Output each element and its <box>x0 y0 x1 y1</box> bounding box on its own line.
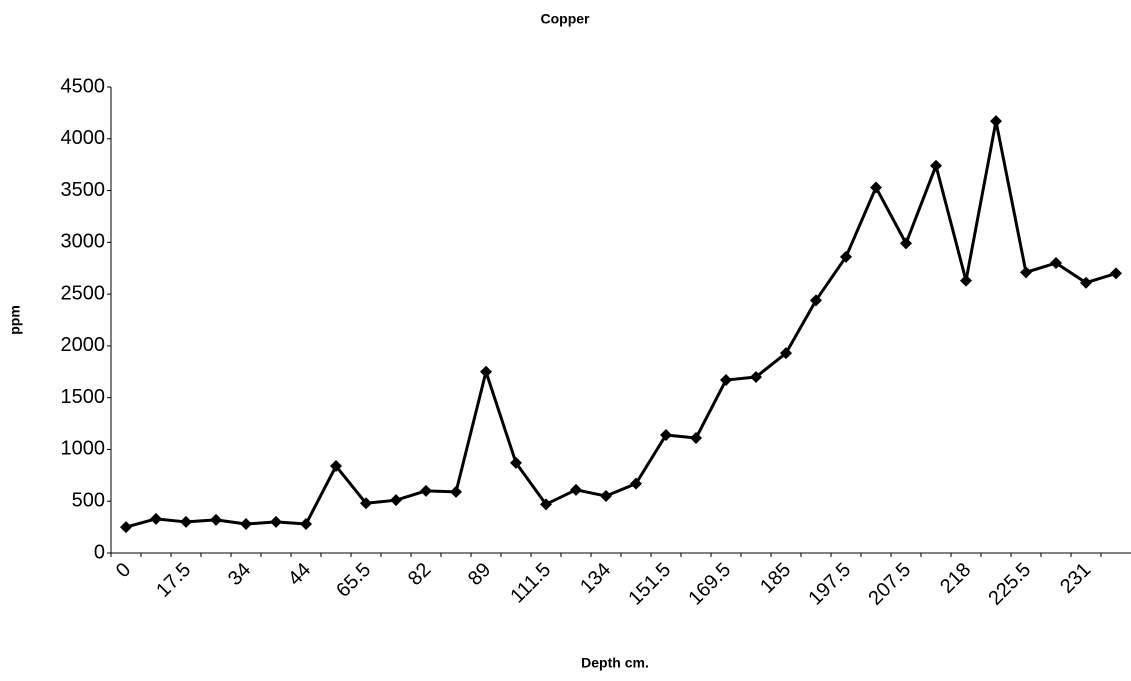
data-point <box>1110 267 1122 280</box>
x-tick-label: 218 <box>936 559 975 598</box>
x-tick-label: 82 <box>404 559 435 590</box>
data-point <box>720 374 732 387</box>
data-point <box>900 237 912 250</box>
data-point <box>480 365 492 378</box>
data-point <box>570 483 582 496</box>
data-point <box>390 494 402 507</box>
y-tick-label: 500 <box>72 490 105 512</box>
data-point <box>120 521 132 534</box>
x-tick-label: 207.5 <box>864 559 915 610</box>
x-axis-title: Depth cm. <box>581 655 649 671</box>
y-tick-label: 4500 <box>61 75 106 97</box>
x-tick-label: 151.5 <box>624 559 675 610</box>
x-tick-label: 44 <box>284 559 315 590</box>
x-tick-label: 89 <box>464 559 495 590</box>
x-tick-label: 0 <box>112 559 135 582</box>
y-axis-title: ppm <box>7 305 23 335</box>
y-tick-label: 1500 <box>61 386 106 408</box>
data-point <box>780 347 792 360</box>
x-tick-label: 231 <box>1056 559 1095 598</box>
x-tick-label: 17.5 <box>152 559 195 602</box>
data-point <box>990 115 1002 128</box>
data-point <box>840 250 852 263</box>
data-point <box>750 370 762 383</box>
x-tick-label: 225.5 <box>984 559 1035 610</box>
data-point <box>630 477 642 490</box>
data-point <box>330 460 342 473</box>
data-point <box>810 294 822 307</box>
y-tick-label: 3500 <box>61 179 106 201</box>
data-point <box>690 432 702 445</box>
data-line <box>125 119 1117 529</box>
data-point <box>210 513 222 526</box>
y-tick-label: 2500 <box>61 282 106 304</box>
y-tick-label: 0 <box>94 541 105 563</box>
data-point <box>1080 276 1092 289</box>
data-point <box>300 518 312 531</box>
chart-title: Copper <box>541 11 591 27</box>
data-point <box>420 484 432 497</box>
data-point <box>600 490 612 503</box>
data-point <box>540 498 552 511</box>
x-tick-label: 34 <box>224 559 255 590</box>
data-point <box>960 274 972 287</box>
y-tick-label: 3000 <box>61 231 106 253</box>
data-point <box>1020 266 1032 279</box>
x-tick-label: 197.5 <box>804 559 855 610</box>
data-point <box>870 181 882 194</box>
data-point <box>150 512 162 525</box>
y-tick-label: 1000 <box>61 438 106 460</box>
data-point <box>510 456 522 469</box>
data-point <box>240 518 252 531</box>
y-tick-label: 4000 <box>61 127 106 149</box>
x-tick-label: 169.5 <box>684 559 735 610</box>
data-point <box>360 497 372 510</box>
x-tick-label: 65.5 <box>332 559 375 602</box>
data-point <box>1050 257 1062 270</box>
y-tick-label: 2000 <box>61 334 106 356</box>
x-tick-label: 134 <box>576 559 615 598</box>
data-point <box>450 485 462 498</box>
data-point <box>660 428 672 441</box>
x-tick-label: 185 <box>756 559 795 598</box>
data-point <box>930 159 942 172</box>
x-tick-label: 111.5 <box>506 559 555 608</box>
data-point <box>180 515 192 528</box>
data-point <box>270 515 282 528</box>
